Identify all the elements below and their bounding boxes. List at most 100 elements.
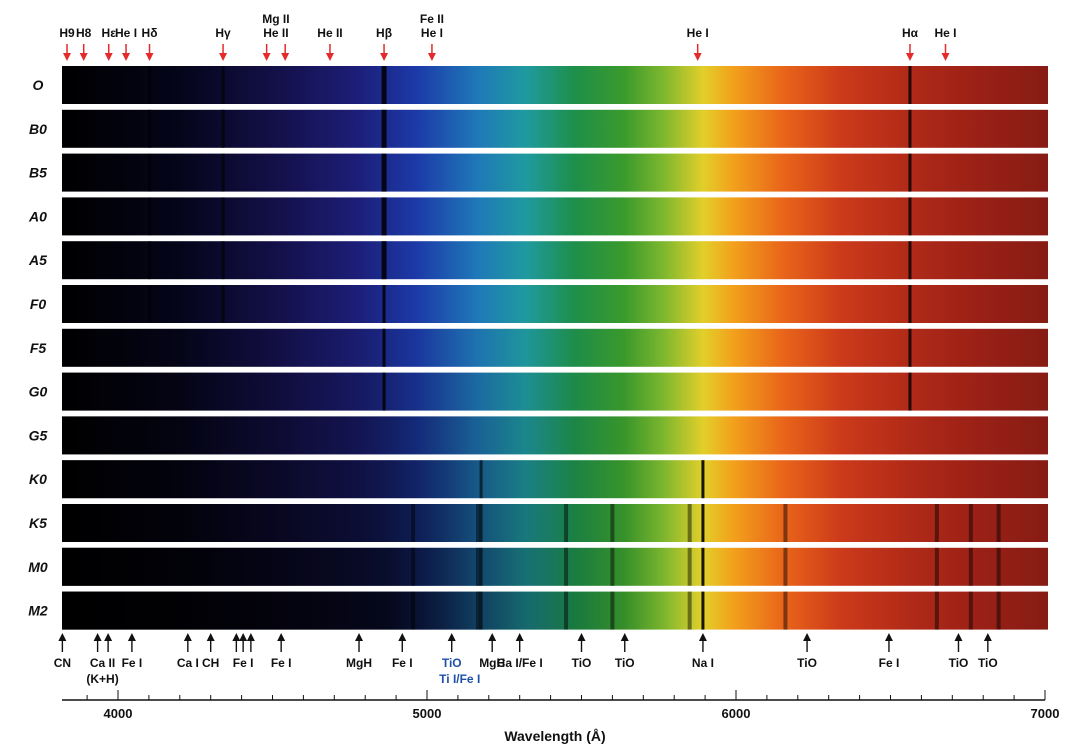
spectral-type-label: K5	[29, 515, 47, 531]
bottom-line-label: Ca I	[177, 656, 199, 670]
black-arrow-head	[355, 633, 364, 641]
black-arrow-head	[232, 633, 241, 641]
absorption-line	[934, 591, 939, 630]
bottom-line-label: Ca I/Fe I	[497, 656, 543, 670]
absorption-line	[381, 66, 387, 104]
black-arrow-head	[277, 633, 286, 641]
black-arrow-head	[104, 633, 113, 641]
spectral-type-label: B0	[29, 121, 47, 137]
red-arrow-head	[122, 53, 131, 61]
black-arrow-head	[183, 633, 192, 641]
black-arrow-head	[488, 633, 497, 641]
bottom-line-label: TiO	[572, 656, 592, 670]
bottom-line-label: Ti I/Fe I	[439, 672, 480, 686]
absorption-line	[968, 591, 973, 630]
absorption-line	[908, 109, 912, 148]
absorption-line	[701, 460, 705, 499]
top-line-label: H8	[76, 26, 92, 40]
top-line-label: Hγ	[215, 26, 231, 40]
absorption-line	[783, 504, 788, 542]
absorption-line	[475, 591, 480, 630]
absorption-line	[382, 372, 386, 411]
top-line-label: He I	[115, 26, 137, 40]
axis-tick-label: 6000	[722, 706, 751, 721]
black-arrow-head	[698, 633, 707, 641]
bottom-line-label: TiO	[615, 656, 635, 670]
spectra-panel: O B0 B5 A0 A5 F0 F5 G0 G5 K0 K5 M0 M2	[28, 66, 1048, 630]
spectrum-strip-A5	[62, 241, 1048, 280]
black-arrow-head	[884, 633, 893, 641]
bottom-line-label: TiO	[442, 656, 462, 670]
absorption-line	[908, 241, 912, 280]
top-line-label: He I	[421, 26, 443, 40]
black-arrow-head	[983, 633, 992, 641]
top-line-label: Hδ	[142, 26, 158, 40]
absorption-line	[475, 504, 480, 542]
top-line-label: Hα	[902, 26, 919, 40]
absorption-line	[610, 504, 615, 542]
black-arrow-head	[206, 633, 215, 641]
spectral-type-label: K0	[29, 471, 47, 487]
black-arrow-head	[239, 633, 248, 641]
absorption-line	[968, 504, 973, 542]
spectrum-shade-M0	[62, 547, 1048, 586]
absorption-line	[479, 547, 483, 586]
axis-tick-label: 5000	[413, 706, 442, 721]
spectrum-strip-O	[62, 66, 1048, 104]
wavelength-axis: 4000 5000 6000 7000 Wavelength (Å)	[62, 690, 1059, 744]
black-arrow-head	[803, 633, 812, 641]
black-arrow-head	[93, 633, 102, 641]
absorption-line	[934, 504, 939, 542]
red-arrow-head	[427, 53, 436, 61]
top-line-label: Mg II	[262, 12, 289, 26]
top-line-label: He II	[317, 26, 342, 40]
spectral-type-label: B5	[29, 165, 47, 181]
absorption-line	[475, 547, 480, 586]
absorption-line	[687, 504, 692, 542]
top-line-label: He II	[263, 26, 288, 40]
spectral-type-label: O	[33, 77, 44, 93]
spectrum-shade-K0	[62, 460, 1048, 499]
absorption-line	[381, 153, 387, 192]
red-arrow-head	[325, 53, 334, 61]
absorption-line	[381, 241, 387, 280]
red-arrow-head	[262, 53, 271, 61]
absorption-line	[996, 547, 1001, 586]
bottom-line-label: MgH	[346, 656, 372, 670]
absorption-line	[968, 547, 973, 586]
spectral-type-label: G5	[29, 427, 48, 443]
spectral-type-label: M0	[28, 559, 48, 575]
black-arrow-head	[620, 633, 629, 641]
absorption-line	[564, 547, 569, 586]
bottom-line-label: Fe I	[233, 656, 254, 670]
black-arrow-head	[58, 633, 67, 641]
absorption-line	[479, 504, 483, 542]
bottom-line-label: Fe I	[392, 656, 413, 670]
absorption-line	[908, 66, 912, 104]
absorption-line	[908, 285, 912, 323]
black-arrow-head	[447, 633, 456, 641]
spectrum-strip-A0	[62, 197, 1048, 236]
red-arrow-head	[281, 53, 290, 61]
spectrum-strip-B5	[62, 153, 1048, 192]
absorption-line	[610, 547, 615, 586]
red-arrow-head	[145, 53, 154, 61]
absorption-line	[564, 504, 569, 542]
absorption-line	[908, 328, 912, 367]
red-arrow-head	[219, 53, 228, 61]
absorption-line	[381, 197, 387, 236]
absorption-line	[996, 591, 1001, 630]
spectral-type-label: A5	[28, 252, 47, 268]
spectrum-shade-G5	[62, 416, 1048, 455]
absorption-line	[148, 197, 152, 236]
top-line-label: H9	[59, 26, 75, 40]
top-line-label: Hε	[102, 26, 117, 40]
spectrum-shade-F5	[62, 328, 1048, 367]
absorption-line	[564, 591, 569, 630]
black-arrow-head	[577, 633, 586, 641]
absorption-line	[934, 547, 939, 586]
red-arrow-head	[104, 53, 113, 61]
top-line-label: He I	[687, 26, 709, 40]
